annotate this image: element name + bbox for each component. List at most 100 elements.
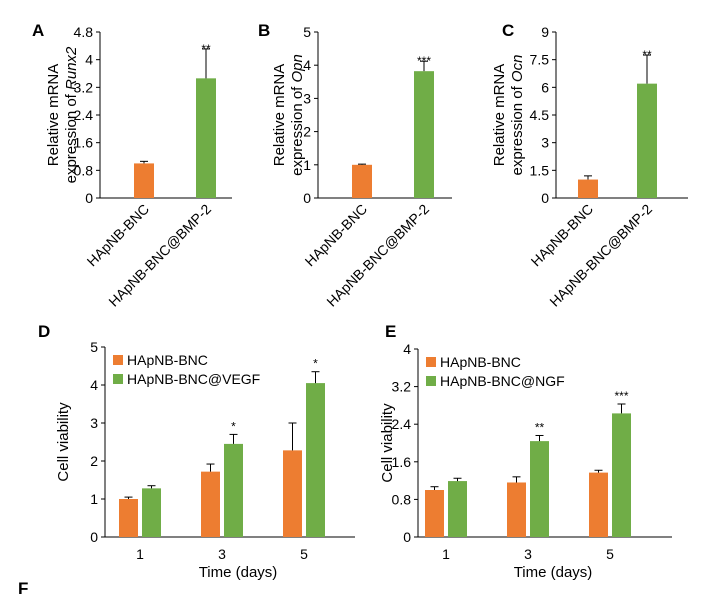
bar: [425, 490, 444, 537]
y-tick-label: 2: [90, 453, 98, 469]
x-tick-label: HApNB-BNC: [84, 201, 153, 270]
x-tick-label: 3: [524, 546, 532, 562]
x-axis-label: Time (days): [514, 564, 593, 581]
legend-label: HApNB-BNC@NGF: [440, 373, 565, 389]
y-axis-label: Relative mRNAexpression of Runx2: [45, 46, 80, 183]
y-axis-label-line: Relative mRNA: [45, 64, 62, 167]
x-tick-label: HApNB-BNC@BMP-2: [323, 201, 432, 310]
bar: [414, 71, 434, 198]
x-axis-label: Time (days): [199, 564, 278, 581]
panel-label: B: [258, 21, 270, 40]
y-tick-label: 0: [90, 529, 98, 545]
x-tick-label: 1: [136, 546, 144, 562]
legend-swatch: [426, 357, 436, 367]
y-tick-label: 2.4: [74, 107, 94, 123]
bar: [637, 83, 657, 198]
y-tick-label: 9: [541, 24, 549, 40]
y-tick-label: 4: [90, 377, 98, 393]
y-tick-label: 3: [303, 90, 311, 106]
significance-marker: *: [231, 419, 236, 433]
y-axis-label: Relative mRNAexpression of Opn: [271, 54, 306, 176]
y-axis-label-line: Relative mRNA: [491, 64, 508, 167]
bar: [119, 499, 138, 537]
bar: [201, 471, 220, 537]
y-tick-label: 0.8: [392, 491, 412, 507]
bar: [530, 441, 549, 537]
y-tick-label: 0: [541, 190, 549, 206]
y-tick-label: 4.8: [74, 24, 94, 40]
bar: [306, 383, 325, 537]
y-tick-label: 3.2: [392, 379, 412, 395]
y-axis-label-gene: Ocn: [509, 55, 526, 83]
x-tick-label: 3: [218, 546, 226, 562]
chart-panel-b: 0 1 2 3 4 5 B HApNB-BNC *** HApNB-BNC@BMP-2 Relati…: [258, 21, 452, 310]
chart-panel-c: 01.534.567.59CHApNB-BNC**HApNB-BNC@BMP-2…: [491, 21, 688, 310]
legend-swatch: [426, 376, 436, 386]
y-tick-label: 1: [303, 157, 311, 173]
bar: [283, 450, 302, 537]
x-tick-label: 1: [442, 546, 450, 562]
chart-panel-e: 0 0.8 1.6 2.4 3.2 4E 1 ** 3 *** 5 Time (days) Cell v…: [379, 322, 672, 581]
y-tick-label: 1.6: [392, 454, 412, 470]
y-tick-label: 5: [303, 24, 311, 40]
y-axis-label-line: expression of: [509, 82, 526, 175]
y-tick-label: 0: [403, 529, 411, 545]
y-axis-label-line: Relative mRNA: [271, 64, 288, 167]
x-tick-label: 5: [300, 546, 308, 562]
panel-label: C: [502, 21, 514, 40]
y-tick-label: 2.4: [392, 416, 412, 432]
y-tick-label: 1.6: [74, 135, 94, 151]
panel-label: A: [32, 21, 44, 40]
significance-marker: **: [535, 420, 545, 434]
y-tick-label: 3.2: [74, 79, 94, 95]
y-tick-label: 4: [303, 57, 311, 73]
bar: [134, 163, 154, 198]
significance-marker: **: [201, 42, 211, 56]
y-tick-label: 3: [90, 415, 98, 431]
y-tick-label: 4: [85, 52, 93, 68]
y-tick-label: 1.5: [530, 162, 550, 178]
bar: [612, 413, 631, 537]
significance-marker: ***: [417, 54, 431, 68]
bar: [507, 482, 526, 537]
legend-label: HApNB-BNC: [440, 354, 521, 370]
y-tick-label: 0.8: [74, 162, 94, 178]
chart-panel-d: 0 1 2 3 4 5 D 1 * 3 * 5 Time (days) Cell viability HAp…: [38, 322, 355, 581]
bar: [224, 443, 243, 537]
x-tick-label: HApNB-BNC: [302, 201, 371, 270]
panel-label: D: [38, 322, 50, 341]
significance-marker: **: [642, 48, 652, 62]
bar: [589, 472, 608, 537]
panel-label: E: [385, 322, 396, 341]
legend-label: HApNB-BNC: [127, 352, 208, 368]
x-tick-label: HApNB-BNC@BMP-2: [546, 201, 655, 310]
y-tick-label: 2: [303, 124, 311, 140]
y-axis-label-line: expression of: [289, 82, 306, 175]
y-axis-label: Cell viability: [379, 403, 396, 483]
bar: [578, 179, 598, 198]
y-tick-label: 7.5: [530, 52, 550, 68]
legend-swatch: [113, 355, 123, 365]
bar: [352, 164, 372, 198]
y-tick-label: 0: [303, 190, 311, 206]
bar: [448, 481, 467, 537]
chart-panel-a: 0 0.8 1.6 2.4 3.2 4 4.8 A HApNB-BNC ** HApNB-BNC@B…: [32, 21, 232, 310]
y-tick-label: 1: [90, 491, 98, 507]
y-tick-label: 3: [541, 135, 549, 151]
y-axis-label-gene: Opn: [289, 54, 306, 82]
legend-swatch: [113, 374, 123, 384]
y-tick-label: 0: [85, 190, 93, 206]
panel-label-f: F: [18, 579, 28, 598]
x-tick-label: HApNB-BNC@BMP-2: [105, 201, 214, 310]
bar: [142, 488, 161, 537]
legend-label: HApNB-BNC@VEGF: [127, 371, 260, 387]
y-axis-label-gene: Runx2: [63, 46, 80, 90]
significance-marker: ***: [614, 389, 628, 403]
y-tick-label: 5: [90, 339, 98, 355]
x-tick-label: 5: [606, 546, 614, 562]
y-tick-label: 6: [541, 79, 549, 95]
bar: [196, 78, 216, 198]
y-axis-label: Cell viability: [55, 402, 72, 482]
y-tick-label: 4.5: [530, 107, 550, 123]
